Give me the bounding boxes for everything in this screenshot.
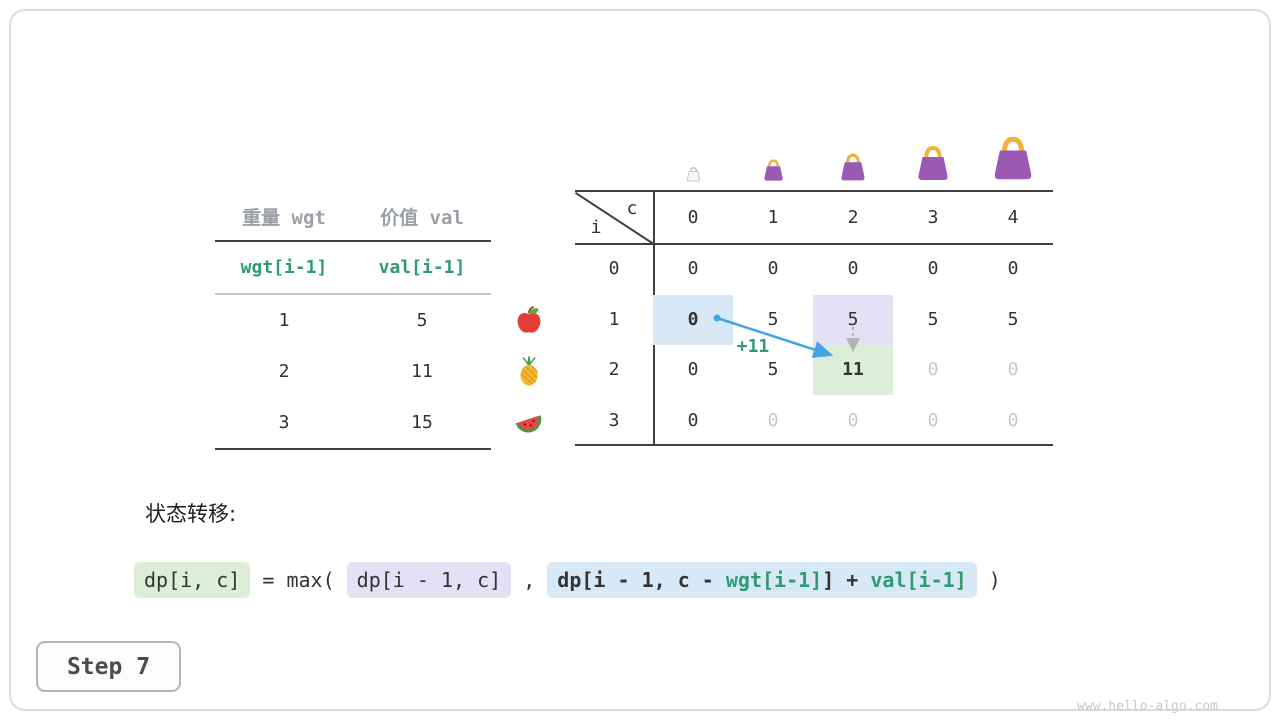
dp-header-divider (575, 243, 1053, 245)
dp-row-header: 0 (608, 258, 620, 279)
item-weight-cell: 1 (278, 310, 290, 331)
dp-cell: 5 (847, 309, 859, 330)
dp-cell: 0 (687, 309, 699, 330)
dp-col-header: 3 (927, 207, 939, 228)
dp-cell: 0 (767, 410, 779, 431)
dp-cell: 0 (927, 410, 939, 431)
watermelon-icon (512, 405, 546, 439)
items-table-row: 2 11 (215, 346, 491, 397)
dp-row-header: 3 (608, 410, 620, 431)
dp-cell: 0 (1007, 410, 1019, 431)
item-value-cell: 15 (411, 412, 433, 433)
pineapple-icon (512, 354, 546, 388)
formula-accent-segment: wgt[i-1] (725, 568, 823, 592)
items-col-header: 重量 wgt (242, 206, 326, 229)
item-weight-cell: 2 (278, 361, 290, 382)
step-label: Step 7 (66, 653, 151, 680)
dp-cell: 0 (687, 410, 699, 431)
bag-icon-capacity-4 (988, 134, 1038, 182)
dp-col-header: 4 (1007, 207, 1019, 228)
dp-cell: 0 (687, 258, 699, 279)
dp-cell: 5 (767, 359, 779, 380)
item-weight-cell: 3 (278, 412, 290, 433)
dp-cell: 0 (927, 258, 939, 279)
transition-title: 状态转移: (145, 502, 237, 526)
dp-cell: 5 (767, 309, 779, 330)
dp-cell: 0 (847, 410, 859, 431)
dp-table-top-border (575, 190, 1053, 192)
bag-icon-capacity-1 (761, 158, 786, 182)
formula-term-purple: dp[i - 1, c] (346, 562, 512, 598)
dp-cell: 0 (767, 258, 779, 279)
bag-icon-capacity-0 (685, 166, 702, 182)
items-formula-cell: wgt[i-1] (240, 257, 328, 278)
dp-cell: 0 (687, 359, 699, 380)
dp-table-bottom-border (575, 444, 1053, 446)
watermark: www.hello-algo.com (1077, 699, 1218, 714)
dp-cell: 0 (1007, 258, 1019, 279)
dp-col-header: 2 (847, 207, 859, 228)
formula-segment: dp[i - 1, c - (557, 568, 726, 592)
item-value-cell: 11 (411, 361, 433, 382)
dp-cell: 0 (927, 359, 939, 380)
items-table-header: 重量 wgt 价值 val (215, 192, 491, 240)
items-col-header: 价值 val (380, 206, 464, 229)
formula-term-blue: dp[i - 1, c - wgt[i-1]] + val[i-1] (547, 562, 977, 598)
formula-segment: ] + (822, 568, 871, 592)
items-table: 重量 wgt 价值 val wgt[i-1] val[i-1] 1 5 2 11 3 15 (215, 192, 491, 450)
bag-icon-capacity-3 (913, 144, 953, 182)
figure-border (9, 9, 1271, 711)
dp-cell: 5 (1007, 309, 1019, 330)
dp-row-header: 1 (608, 309, 620, 330)
formula-accent-segment: val[i-1] (870, 568, 967, 592)
bag-icon-capacity-2 (837, 152, 869, 182)
divider (215, 293, 491, 295)
divider (215, 240, 491, 242)
apple-icon (512, 303, 546, 337)
transition-formula: dp[i, c] = max( dp[i - 1, c] , dp[i - 1,… (134, 562, 1001, 598)
dp-cell: 0 (847, 258, 859, 279)
formula-text: , (511, 568, 548, 592)
items-table-row: 3 15 (215, 397, 491, 448)
step-badge: Step 7 (36, 641, 181, 692)
dp-cell: 11 (842, 359, 864, 380)
dp-cell: 5 (927, 309, 939, 330)
dp-table: c i 0 1 2 3 4 0 1 2 3 0 0 0 0 0 0 5 5 5 5 0 5 11 0 0 0 0 0 0 0 +11 (574, 190, 1053, 446)
item-value-cell: 5 (416, 310, 428, 331)
items-formula-cell: val[i-1] (378, 257, 466, 278)
transition-gain-label: +11 (736, 336, 770, 357)
divider (215, 448, 491, 450)
dp-col-header: 0 (687, 207, 699, 228)
dp-col-header: 1 (767, 207, 779, 228)
dp-cell: 0 (1007, 359, 1019, 380)
formula-text: = max( (250, 568, 347, 592)
formula-text: ) (976, 568, 1001, 592)
dp-corner-row-label: i (590, 217, 602, 238)
dp-row-header: 2 (608, 359, 620, 380)
formula-term-green: dp[i, c] (134, 562, 251, 598)
items-table-body: 1 5 2 11 3 15 (215, 295, 491, 448)
items-table-formula-row: wgt[i-1] val[i-1] (215, 242, 491, 293)
dp-corner-col-label: c (626, 198, 638, 219)
